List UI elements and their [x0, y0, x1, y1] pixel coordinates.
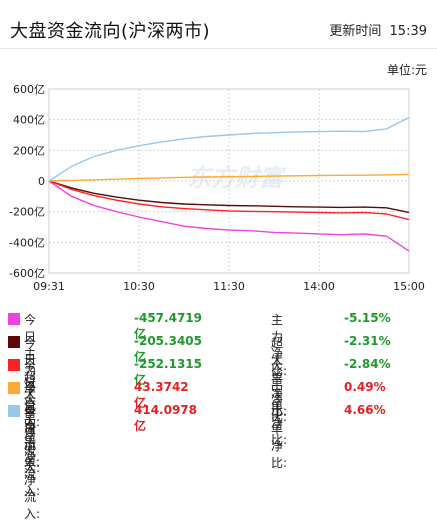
y-tick-label: 0 — [38, 175, 45, 188]
ratio-value: 0.49% — [344, 380, 386, 394]
ratio-label: 小单净比: — [271, 405, 288, 470]
header-divider — [0, 48, 437, 49]
unit-label: 单位:元 — [386, 63, 427, 77]
legend-label: 今日主力净流入: — [24, 313, 41, 429]
ratio-value: 4.66% — [344, 403, 386, 417]
legend-value: -457.4719亿 — [134, 311, 202, 341]
series-line — [48, 180, 410, 214]
series-line — [48, 180, 410, 252]
x-tick-label: 09:31 — [33, 280, 65, 293]
x-tick-label: 10:30 — [123, 280, 155, 293]
ratio-label: 超大单净比: — [271, 336, 288, 418]
legend-swatch — [8, 405, 20, 417]
ratio-value: -5.15% — [344, 311, 391, 325]
ratio-label: 大单净比: — [271, 359, 288, 424]
y-tick-label: -400亿 — [9, 236, 45, 249]
x-tick-label: 14:00 — [303, 280, 335, 293]
legend-value: 43.3742亿 — [134, 380, 189, 410]
legend-swatch — [8, 359, 20, 371]
legend-swatch — [8, 313, 20, 325]
legend-value: -205.3405亿 — [134, 334, 202, 364]
page-title: 大盘资金流向(沪深两市) — [10, 21, 211, 42]
x-tick-label: 11:30 — [213, 280, 245, 293]
series-line — [48, 116, 410, 182]
y-tick-label: 200亿 — [13, 144, 45, 157]
y-tick-label: 600亿 — [13, 83, 45, 96]
series-line — [48, 180, 410, 221]
legend-value: 414.0978亿 — [134, 403, 198, 433]
ratio-label: 主力净比: — [271, 313, 288, 378]
update-time-block: 更新时间 15:39 — [325, 20, 427, 39]
legend-label: 今日小单净流入: — [24, 405, 41, 521]
update-time: 15:39 — [389, 24, 427, 39]
watermark-logo: 东方财富 — [187, 164, 287, 192]
legend-swatch — [8, 336, 20, 348]
ratio-value: -2.31% — [344, 334, 391, 348]
y-tick-label: 400亿 — [13, 114, 45, 127]
legend-swatch — [8, 382, 20, 394]
x-tick-label: 15:00 — [393, 280, 425, 293]
y-tick-label: -600亿 — [9, 267, 45, 280]
legend-value: -252.1315亿 — [134, 357, 202, 387]
update-label: 更新时间 — [329, 24, 382, 39]
ratio-value: -2.84% — [344, 357, 391, 371]
series-line — [48, 173, 410, 182]
y-tick-label: -200亿 — [9, 206, 45, 219]
